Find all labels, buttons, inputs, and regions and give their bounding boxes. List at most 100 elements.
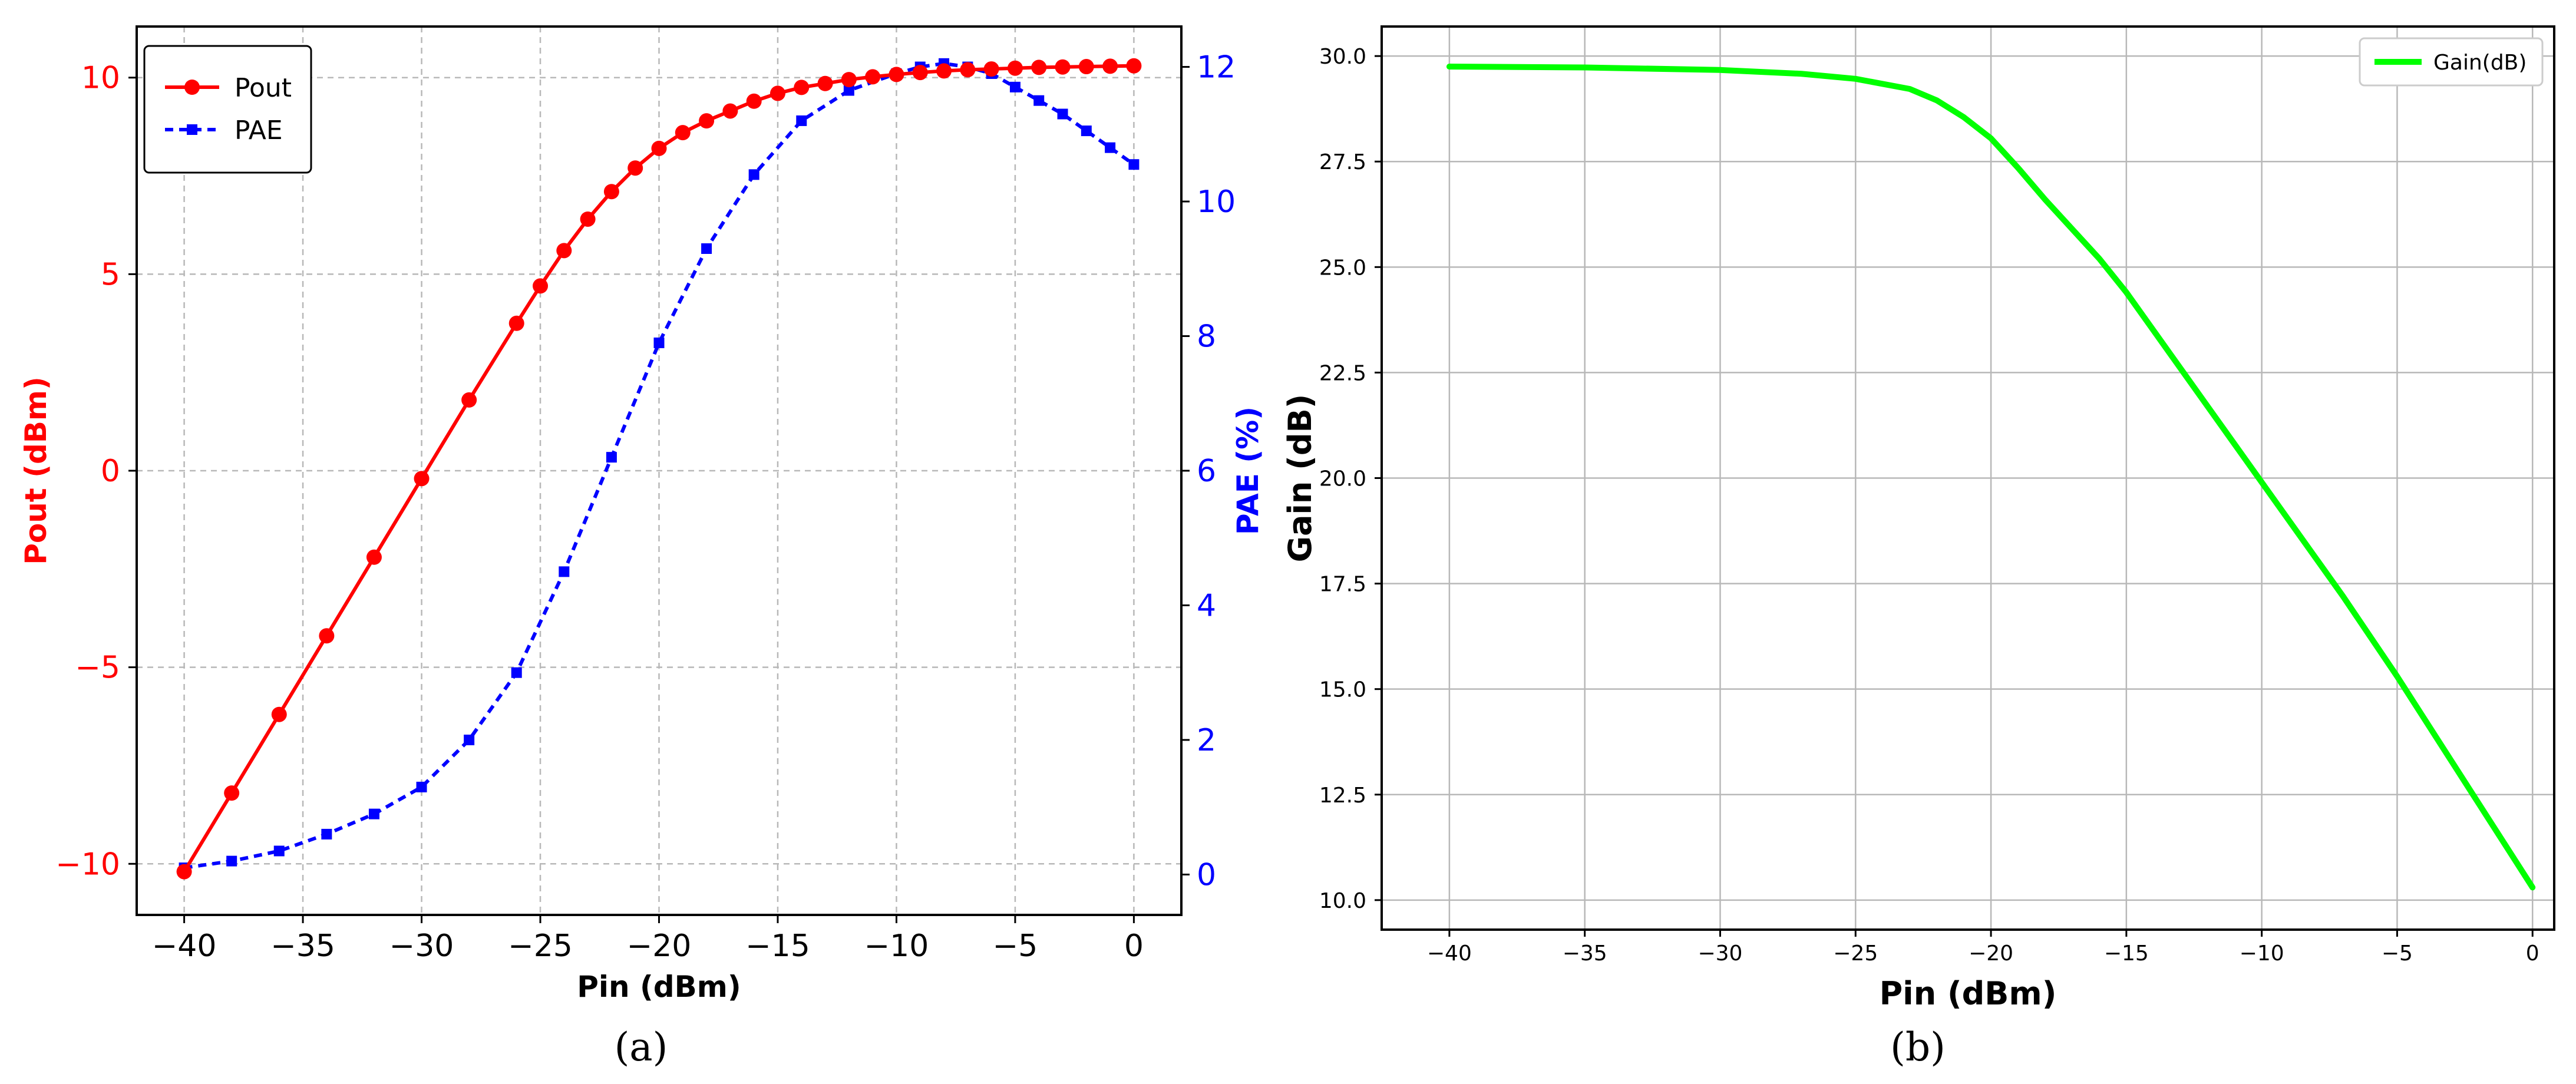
panel-a-y-tick-label: 5	[101, 257, 120, 292]
panel-b-grid	[1382, 27, 2554, 930]
series-pout-marker	[603, 184, 619, 200]
series-pout-marker	[628, 160, 643, 176]
series-pae-marker	[273, 845, 285, 857]
panel-b-caption: (b)	[1890, 1024, 1946, 1070]
panel-a-y2-tick-label: 10	[1197, 184, 1236, 220]
panel-b-y-tick-label: 17.5	[1319, 573, 1366, 597]
series-pout-marker	[722, 103, 738, 119]
series-pae-marker	[368, 808, 379, 819]
series-pout-marker	[533, 278, 549, 294]
series-pout-marker	[176, 864, 192, 880]
panel-a-x-tick-label: −15	[745, 928, 810, 964]
panel-b-legend-box	[2359, 37, 2544, 87]
panel-a-x-tick-label: −10	[864, 928, 929, 964]
panel-b-x-tick-label: −40	[1427, 941, 1472, 966]
series-pout-marker	[271, 706, 287, 722]
series-pout-marker	[912, 65, 928, 81]
series-pout-marker	[319, 628, 335, 644]
panel-a-y-tick-label: −10	[55, 847, 120, 882]
panel-a-pout-pae-chart: −40 −35 −30 −25 −20 −15 −10 −5 0 −10 −5 0 5 10 0 2 4 6 8 10…	[19, 25, 1265, 1070]
series-pae-marker	[464, 734, 475, 745]
panel-a-caption: (a)	[615, 1024, 668, 1070]
panel-a-x-tick-label: −40	[152, 928, 217, 964]
series-pae-marker	[796, 115, 807, 126]
series-pae-marker	[653, 337, 665, 348]
panel-b-x-tick-label: −25	[1833, 941, 1878, 966]
series-pae-marker	[1128, 159, 1140, 170]
series-pae-marker	[1033, 95, 1045, 106]
series-pout-marker	[508, 315, 524, 331]
panel-a-y2-tick-label: 6	[1197, 454, 1216, 489]
series-pout-marker	[1031, 60, 1047, 75]
panel-b-y-tick-label: 25.0	[1319, 256, 1366, 280]
series-pout-marker	[1102, 58, 1118, 74]
series-pout-marker	[1078, 59, 1094, 75]
series-pout-marker	[1126, 58, 1142, 74]
series-pout-marker	[983, 61, 999, 77]
series-pout-marker	[746, 93, 762, 109]
panel-a-x-axis-label: Pin (dBm)	[577, 970, 741, 1004]
panel-a-x-tick-label: −5	[993, 928, 1038, 964]
panel-b-x-tick-label: −10	[2240, 941, 2284, 966]
series-pout-marker	[794, 80, 810, 95]
panel-a-y2-tick-label: 8	[1197, 319, 1216, 355]
panel-a-y2-tick-label: 0	[1197, 857, 1216, 893]
series-pout-marker	[960, 62, 976, 78]
panel-a-y-axis-label: Pout (dBm)	[19, 376, 53, 565]
panel-b-y-tick-label: 22.5	[1319, 361, 1366, 385]
panel-b-axes-frame	[1381, 25, 2555, 931]
series-pae-marker	[321, 828, 332, 840]
series-pout-marker	[699, 113, 715, 129]
series-pae-line	[184, 61, 1135, 870]
series-pout-line	[183, 64, 1134, 873]
panel-b-x-tick-label: −15	[2104, 941, 2149, 966]
panel-b-gain-chart: −40 −35 −30 −25 −20 −15 −10 −5 0 10.0 12.5 15.0 17.5…	[1282, 25, 2555, 1070]
panel-b-y-tick-label: 27.5	[1319, 150, 1366, 174]
series-pout-marker	[865, 69, 881, 85]
panel-a-y2-tick-label: 4	[1197, 588, 1216, 623]
legend-pout-label: Pout	[235, 73, 292, 103]
legend-pae-marker	[187, 124, 197, 135]
series-pout-marker	[1007, 60, 1023, 76]
series-pae-marker	[701, 243, 712, 254]
legend-pae-label: PAE	[235, 115, 283, 146]
series-pae-marker	[511, 667, 522, 678]
panel-b-y-tick-label: 20.0	[1319, 467, 1366, 491]
panel-b-x-tick-label: −30	[1697, 941, 1742, 966]
panel-b-legend: Gain(dB)	[2359, 37, 2544, 87]
series-pae-marker	[606, 452, 617, 463]
panel-b-y-axis-label: Gain (dB)	[1282, 394, 1319, 563]
series-pout-marker	[580, 211, 596, 227]
legend-gain-label: Gain(dB)	[2433, 51, 2527, 75]
series-pout-marker	[556, 243, 572, 259]
panel-a-x-tick-label: −30	[389, 928, 454, 964]
panel-b-x-tick-label: 0	[2526, 941, 2539, 966]
panel-b-y-tick-label: 30.0	[1319, 45, 1366, 69]
series-pout-marker	[461, 392, 477, 408]
series-pout-marker	[224, 785, 240, 801]
panel-b-x-tick-label: −35	[1563, 941, 1607, 966]
panel-a-legend-box	[143, 45, 312, 174]
series-pout-marker	[366, 549, 382, 565]
series-pout-marker	[414, 471, 430, 487]
panel-a-x-tick-label: −35	[270, 928, 335, 964]
series-pae-marker	[1009, 81, 1021, 92]
series-pae-marker	[748, 169, 759, 180]
panel-a-axes-frame	[136, 25, 1183, 916]
series-pae-marker	[416, 781, 427, 792]
panel-a-x-tick-label: −25	[508, 928, 573, 964]
series-pae-marker	[843, 85, 854, 96]
series-pae-marker	[1081, 125, 1092, 137]
panel-a-x-tick-label: 0	[1124, 928, 1144, 964]
panel-a-y-tick-label: −5	[75, 650, 120, 686]
series-pae-marker	[1057, 108, 1068, 120]
panel-b-y-tick-label: 12.5	[1319, 784, 1366, 808]
series-pout-marker	[936, 63, 952, 79]
series-pout-marker	[770, 85, 785, 101]
panel-b-x-tick-label: −20	[1969, 941, 2013, 966]
panel-a-y2-tick-label: 2	[1197, 723, 1216, 758]
panel-a-y-tick-label: 10	[81, 61, 120, 96]
series-pout-marker	[889, 67, 904, 82]
series-pout-marker	[841, 72, 857, 88]
